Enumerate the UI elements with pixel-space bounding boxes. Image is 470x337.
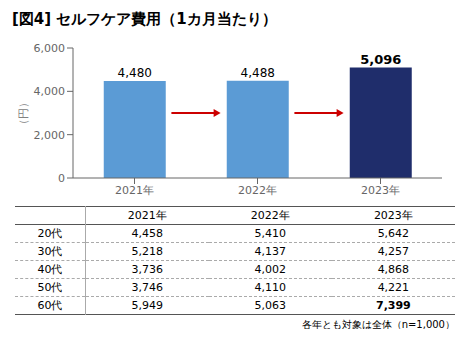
html-text:7,399: 7,399 [376,299,411,312]
html-text:2021年: 2021年 [127,209,167,222]
svg-text:（円）: （円） [17,97,30,130]
svg-text:6,000: 6,000 [34,42,66,55]
html-text:4,868: 4,868 [377,263,410,276]
html-text:3,746: 3,746 [131,281,163,294]
html-text:4,137: 4,137 [254,245,286,258]
html-text:60代: 60代 [37,299,63,312]
html-text:2022年: 2022年 [250,209,290,222]
html-text:50代: 50代 [37,281,63,294]
html-text:5,642: 5,642 [377,227,410,240]
html-text:[図4] セルフケア費用（1カ月当たり）: [図4] セルフケア費用（1カ月当たり） [12,10,277,28]
html-text:20代: 20代 [37,227,63,240]
html-text:5,949: 5,949 [131,299,163,312]
html-text:各年とも対象は全体（n=1,000）: 各年とも対象は全体（n=1,000） [301,319,455,330]
html-text:4,221: 4,221 [377,281,410,294]
svg-text:2022年: 2022年 [238,184,277,197]
html-text:40代: 40代 [37,263,63,276]
html-text:4,257: 4,257 [377,245,410,258]
svg-text:4,488: 4,488 [241,66,275,80]
svg-text:5,096: 5,096 [360,52,401,67]
html-text:2023年: 2023年 [373,209,413,222]
svg-text:2023年: 2023年 [361,184,400,197]
html-text:4,002: 4,002 [254,263,286,276]
html-text:4,458: 4,458 [131,227,163,240]
html-text:30代: 30代 [37,245,63,258]
html-text:5,410: 5,410 [254,227,286,240]
html-text:4,110: 4,110 [254,281,286,294]
html-text:5,063: 5,063 [254,299,286,312]
svg-text:2021年: 2021年 [115,184,154,197]
svg-text:4,000: 4,000 [34,85,66,98]
svg-text:2,000: 2,000 [34,129,66,142]
html-text:3,736: 3,736 [131,263,163,276]
svg-text:0: 0 [58,172,65,185]
svg-text:4,480: 4,480 [118,66,152,80]
html-text:5,218: 5,218 [131,245,163,258]
